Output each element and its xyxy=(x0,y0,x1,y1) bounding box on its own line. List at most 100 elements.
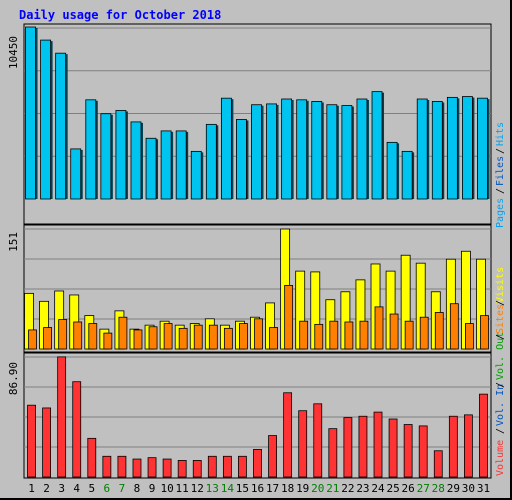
legend-volume: Volume xyxy=(495,440,506,476)
x-tick-label: 11 xyxy=(176,482,189,495)
legend-separator: / xyxy=(495,382,506,388)
x-tick-label: 8 xyxy=(134,482,141,495)
hits-bar xyxy=(40,39,51,200)
volume-bar xyxy=(283,392,293,478)
sites-bar xyxy=(43,327,52,350)
sites-bar xyxy=(269,327,278,350)
volume-bar xyxy=(433,450,443,478)
panel-visits-max-label: 151 xyxy=(7,232,20,252)
sites-bar xyxy=(314,323,324,350)
hits-bar xyxy=(477,97,488,200)
volume-bar xyxy=(57,356,67,478)
volume-bar xyxy=(464,414,473,478)
sites-bar xyxy=(103,332,113,350)
hits-bar xyxy=(416,98,428,200)
volume-bar xyxy=(268,435,277,478)
sites-bar xyxy=(193,324,203,350)
x-tick-label: 30 xyxy=(462,482,475,495)
x-tick-label: 18 xyxy=(281,482,294,495)
volume-bar xyxy=(207,455,217,478)
volume-bar xyxy=(343,417,353,478)
sites-bar xyxy=(239,323,248,350)
sites-bar xyxy=(419,316,429,350)
sites-bar xyxy=(299,320,309,350)
hits-bar xyxy=(100,113,112,200)
legend-pages: Pages xyxy=(495,198,506,228)
x-tick-label: 10 xyxy=(160,482,173,495)
sites-bar xyxy=(73,321,83,350)
x-tick-label: 19 xyxy=(296,482,309,495)
x-tick-label: 25 xyxy=(386,482,399,495)
sites-bar xyxy=(163,323,173,350)
hits-bar xyxy=(220,97,232,200)
hits-bar xyxy=(70,148,82,200)
volume-bar xyxy=(328,428,338,478)
hits-bar xyxy=(311,101,323,200)
x-tick-label: 6 xyxy=(104,482,111,495)
sites-bar xyxy=(254,318,263,350)
x-tick-label: 3 xyxy=(58,482,65,495)
sites-bar xyxy=(223,327,233,350)
x-axis-labels: 1 2 3 4 5 6 7 8 9 10 11 12 13 14 15 16 17 18 19 20 21 22 23 24 2… xyxy=(28,482,490,495)
sites-bar xyxy=(284,285,294,350)
volume-bar xyxy=(192,460,202,478)
sites-bar xyxy=(404,320,414,350)
sites-bar xyxy=(88,323,98,350)
hits-bar xyxy=(446,96,458,200)
hits-bar xyxy=(401,150,413,200)
x-tick-label: 28 xyxy=(432,482,445,495)
panel-kbytes: 86.90 xyxy=(7,352,492,479)
sites-bar xyxy=(389,313,399,350)
x-tick-label: 4 xyxy=(73,482,80,495)
volume-bar xyxy=(222,455,232,478)
x-tick-label: 22 xyxy=(341,482,354,495)
x-tick-label: 9 xyxy=(149,482,156,495)
chart-panels: 10450 151 86.90 xyxy=(7,23,492,479)
hits-bar xyxy=(190,150,202,200)
volume-bar xyxy=(177,460,187,478)
sites-bar xyxy=(133,329,143,350)
legend-separator: / xyxy=(495,188,506,194)
hits-bar xyxy=(326,104,338,200)
x-tick-label: 15 xyxy=(236,482,249,495)
volume-bar xyxy=(388,418,398,478)
sites-bar xyxy=(480,315,489,350)
legend-hits: Hits xyxy=(495,122,506,146)
volume-bar xyxy=(102,455,112,478)
legend-group: Pages/Files/HitsVisits/SitesVolume/Vol. … xyxy=(495,122,506,476)
legend-separator: / xyxy=(495,334,506,340)
volume-bar xyxy=(403,424,413,478)
panel-visits: 151 xyxy=(7,224,492,353)
volume-bar xyxy=(418,425,428,478)
volume-bar xyxy=(117,455,127,478)
sites-bar xyxy=(434,312,444,350)
legend-separator: / xyxy=(495,148,506,154)
x-tick-label: 27 xyxy=(417,482,430,495)
hits-bar xyxy=(25,26,36,200)
hits-bar xyxy=(386,141,398,200)
hits-bar xyxy=(431,101,443,200)
legend-vol-out: Vol. Out xyxy=(495,332,506,380)
volume-bar xyxy=(27,404,36,478)
x-tick-label: 13 xyxy=(206,482,219,495)
panel-kbytes-max-label: 86.90 xyxy=(7,362,20,395)
sites-bar xyxy=(449,303,459,350)
legend-visits: Visits xyxy=(495,267,506,303)
x-tick-label: 2 xyxy=(43,482,50,495)
hits-bar xyxy=(145,137,157,200)
panel-hits-max-label: 10450 xyxy=(7,36,20,69)
volume-bar xyxy=(87,437,97,478)
sites-bar xyxy=(178,327,188,350)
volume-bar xyxy=(373,411,383,478)
hits-bar xyxy=(281,98,293,200)
x-tick-label: 17 xyxy=(266,482,279,495)
legend: Pages/Files/HitsVisits/SitesVolume/Vol. … xyxy=(495,122,506,476)
hits-bar xyxy=(356,98,368,200)
x-tick-label: 31 xyxy=(477,482,490,495)
x-tick-label: 12 xyxy=(191,482,204,495)
hits-bar xyxy=(462,96,473,200)
volume-bar xyxy=(132,458,142,478)
hits-bar xyxy=(296,99,308,200)
x-tick-label: 26 xyxy=(402,482,415,495)
